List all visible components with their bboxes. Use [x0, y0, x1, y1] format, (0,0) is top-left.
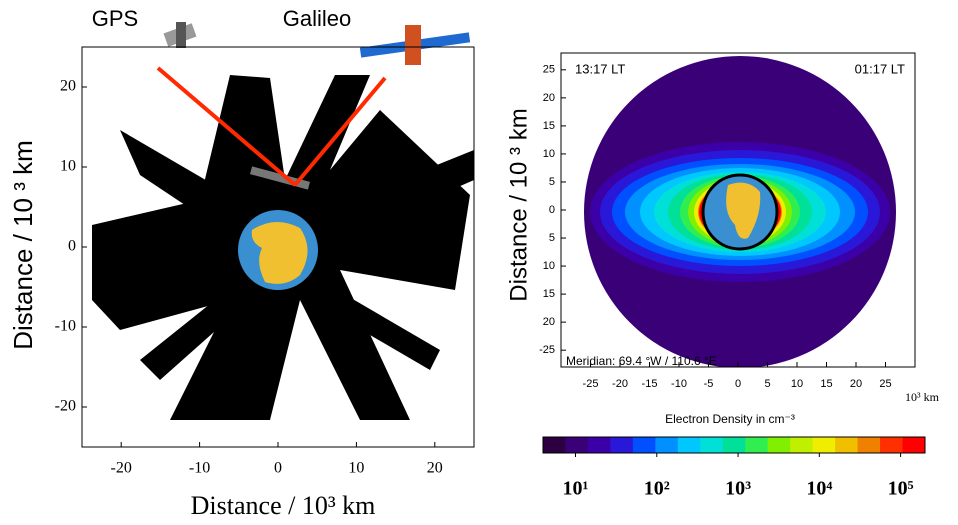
earth [238, 210, 318, 290]
y-tick-label: -10 [55, 318, 76, 335]
x-tick-label: 20 [427, 460, 443, 477]
x-axis-label: Electron Density in cm⁻³ [665, 412, 795, 426]
y-tick-label: 20 [60, 78, 76, 95]
y-tick-label: 25 [543, 64, 555, 76]
y-tick-label: 15 [543, 288, 555, 300]
y-tick-label: 10 [60, 158, 76, 175]
y-tick-label: 5 [549, 176, 555, 188]
annotation: 13:17 LT [575, 61, 625, 76]
colorbar-tick-label: 10⁴ [806, 478, 832, 500]
x-tick-label: -25 [583, 378, 599, 390]
annotation: 01:17 LT [855, 61, 905, 76]
x-tick-label: 10 [791, 378, 803, 390]
y-axis-label: Distance / 10 ³ km [505, 108, 532, 301]
chart-layer: -20 -10 0 10 20 -20 -10 0 10 20 GPS Galileo Distance… [8, 6, 940, 520]
x-tick-label: 0 [274, 460, 282, 477]
colorbar-cell [857, 437, 881, 453]
x-unit-label: 10³ km [905, 390, 940, 404]
colorbar-cell [812, 437, 836, 453]
label-galileo: Galileo [283, 6, 351, 31]
y-axis-label: Distance / 10 ³ km [8, 140, 38, 350]
y-tick-label: 20 [543, 92, 555, 104]
density-map [584, 56, 896, 367]
colorbar-tick-label: 10⁵ [888, 478, 914, 500]
colorbar-tick-label: 10¹ [563, 478, 589, 500]
satellite-gps [163, 22, 197, 48]
x-tick-label: 0 [735, 378, 741, 390]
colorbar-cell [700, 437, 724, 453]
x-tick-label: -20 [111, 460, 132, 477]
x-tick-label: -10 [671, 378, 687, 390]
y-tick-label: 5 [549, 232, 555, 244]
x-tick-label: -20 [612, 378, 628, 390]
x-tick-label: 20 [850, 378, 862, 390]
colorbar-cell [902, 437, 926, 453]
y-tick-label: -20 [55, 398, 76, 415]
x-tick-label: 10 [348, 460, 364, 477]
colorbar-cell [767, 437, 791, 453]
colorbar-tick-label: 10² [644, 478, 670, 500]
colorbar-cell [610, 437, 634, 453]
y-tick-label: 0 [549, 204, 555, 216]
colorbar-cell [677, 437, 701, 453]
ray [156, 66, 297, 187]
earth-land [726, 182, 761, 239]
y-tick-label: 10 [543, 260, 555, 272]
label-gps: GPS [92, 6, 138, 31]
ray [293, 76, 387, 187]
colorbar-cell [835, 437, 859, 453]
colorbar-frame [542, 436, 926, 454]
y-tick-label: 15 [543, 120, 555, 132]
annotation: Meridian: 69.4 °W / 110.6 °E [566, 354, 717, 368]
x-tick-label: -5 [704, 378, 714, 390]
y-tick-label: -25 [539, 344, 555, 356]
colorbar-cell [655, 437, 679, 453]
satellite-galileo [359, 25, 471, 65]
colorbar-cell [745, 437, 769, 453]
colorbar-cell [880, 437, 904, 453]
x-tick-label: 25 [879, 378, 891, 390]
y-tick-label: 10 [543, 148, 555, 160]
colorbar-cell [565, 437, 589, 453]
y-tick-label: 20 [543, 316, 555, 328]
x-tick-label: -10 [189, 460, 210, 477]
colorbar-cell [790, 437, 814, 453]
x-axis-label: Distance / 10³ km [191, 491, 376, 520]
y-tick-label: 0 [68, 238, 76, 255]
colorbar-cell [587, 437, 611, 453]
colorbar-cell [722, 437, 746, 453]
colorbar-cell [543, 437, 566, 453]
colorbar-tick-label: 10³ [725, 478, 751, 500]
x-tick-label: 5 [764, 378, 770, 390]
x-tick-label: 15 [820, 378, 832, 390]
x-tick-label: -15 [642, 378, 658, 390]
colorbar-cell [632, 437, 656, 453]
